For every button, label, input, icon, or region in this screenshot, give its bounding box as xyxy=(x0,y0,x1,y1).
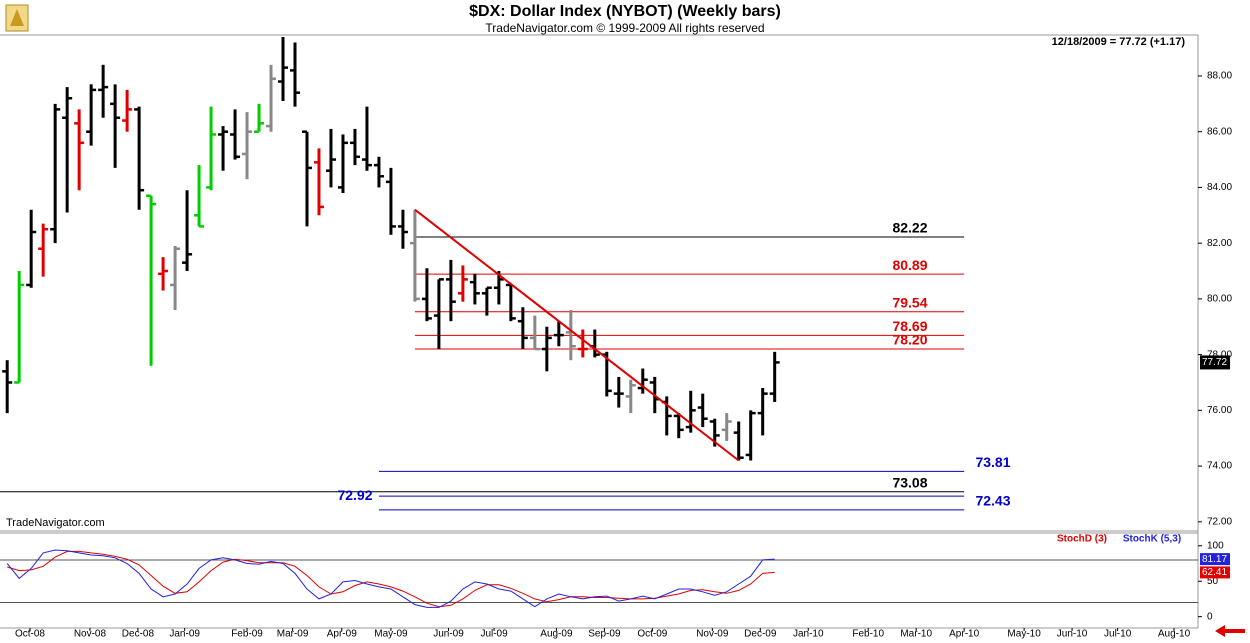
level-label: 72.43 xyxy=(975,493,1010,509)
x-tick-label: Sep-09 xyxy=(588,629,621,640)
x-tick-label: Oct-08 xyxy=(15,629,45,640)
x-tick-label: Jun-10 xyxy=(1057,629,1088,640)
level-label: 78.20 xyxy=(892,332,927,348)
x-tick-label: Nov-09 xyxy=(696,629,729,640)
level-label: 78.69 xyxy=(892,318,927,334)
x-tick-label: Mar-10 xyxy=(900,629,932,640)
y-tick-label: 100 xyxy=(1207,540,1224,551)
value-label: 62.41 xyxy=(1202,567,1227,578)
value-box xyxy=(1200,553,1230,566)
y-tick-label: 78.00 xyxy=(1207,349,1232,360)
y-tick-label: 72.00 xyxy=(1207,516,1232,527)
x-tick-label: Oct-09 xyxy=(637,629,667,640)
level-label: 73.81 xyxy=(975,454,1010,470)
watermark: TradeNavigator.com xyxy=(6,517,105,529)
x-tick-label: Mar-09 xyxy=(277,629,309,640)
stoch-line xyxy=(7,550,775,608)
y-tick-label: 86.00 xyxy=(1207,126,1232,137)
legend-label: StochK (5,3) xyxy=(1123,534,1181,545)
x-tick-label: Jun-09 xyxy=(433,629,464,640)
x-tick-label: Aug-09 xyxy=(540,629,573,640)
y-tick-label: 82.00 xyxy=(1207,238,1232,249)
chart-subtitle: TradeNavigator.com © 1999-2009 All right… xyxy=(485,21,764,35)
x-tick-label: Apr-10 xyxy=(949,629,979,640)
y-tick-label: 80.00 xyxy=(1207,294,1232,305)
x-tick-label: Apr-09 xyxy=(327,629,357,640)
y-tick-label: 0 xyxy=(1207,611,1213,622)
price-label: 77.72 xyxy=(1202,357,1227,368)
x-tick-label: Dec-08 xyxy=(122,629,155,640)
x-tick-label: Jul-10 xyxy=(1104,629,1132,640)
x-tick-label: Aug-10 xyxy=(1158,629,1191,640)
price-box xyxy=(1200,355,1230,370)
x-tick-label: Feb-10 xyxy=(852,629,884,640)
y-tick-label: 74.00 xyxy=(1207,461,1232,472)
level-label: 73.08 xyxy=(892,474,927,490)
x-tick-label: Feb-09 xyxy=(231,629,263,640)
y-tick-label: 76.00 xyxy=(1207,405,1232,416)
level-label: 80.89 xyxy=(892,257,927,273)
y-tick-label: 50 xyxy=(1207,576,1219,587)
x-tick-label: Jan-10 xyxy=(793,629,824,640)
level-label: 79.54 xyxy=(892,294,927,310)
y-tick-label: 88.00 xyxy=(1207,71,1232,82)
chart-title: $DX: Dollar Index (NYBOT) (Weekly bars) xyxy=(469,3,781,20)
y-tick-label: 84.00 xyxy=(1207,182,1232,193)
level-label: 72.92 xyxy=(337,487,372,503)
trendline xyxy=(414,208,740,462)
level-label: 82.22 xyxy=(892,220,927,236)
legend-label: StochD (3) xyxy=(1057,534,1107,545)
x-tick-label: Dec-09 xyxy=(744,629,777,640)
value-label: 81.17 xyxy=(1202,554,1227,565)
logo xyxy=(5,4,29,32)
x-tick-label: May-10 xyxy=(1007,629,1041,640)
status-text: 12/18/2009 = 77.72 (+1.17) xyxy=(1052,36,1186,48)
scroll-arrow[interactable] xyxy=(1215,625,1245,637)
x-tick-label: Nov-08 xyxy=(74,629,107,640)
value-box xyxy=(1200,566,1230,579)
stoch-line xyxy=(6,549,775,608)
x-tick-label: Jan-09 xyxy=(169,629,200,640)
x-tick-label: May-09 xyxy=(374,629,408,640)
x-tick-label: Jul-09 xyxy=(480,629,508,640)
